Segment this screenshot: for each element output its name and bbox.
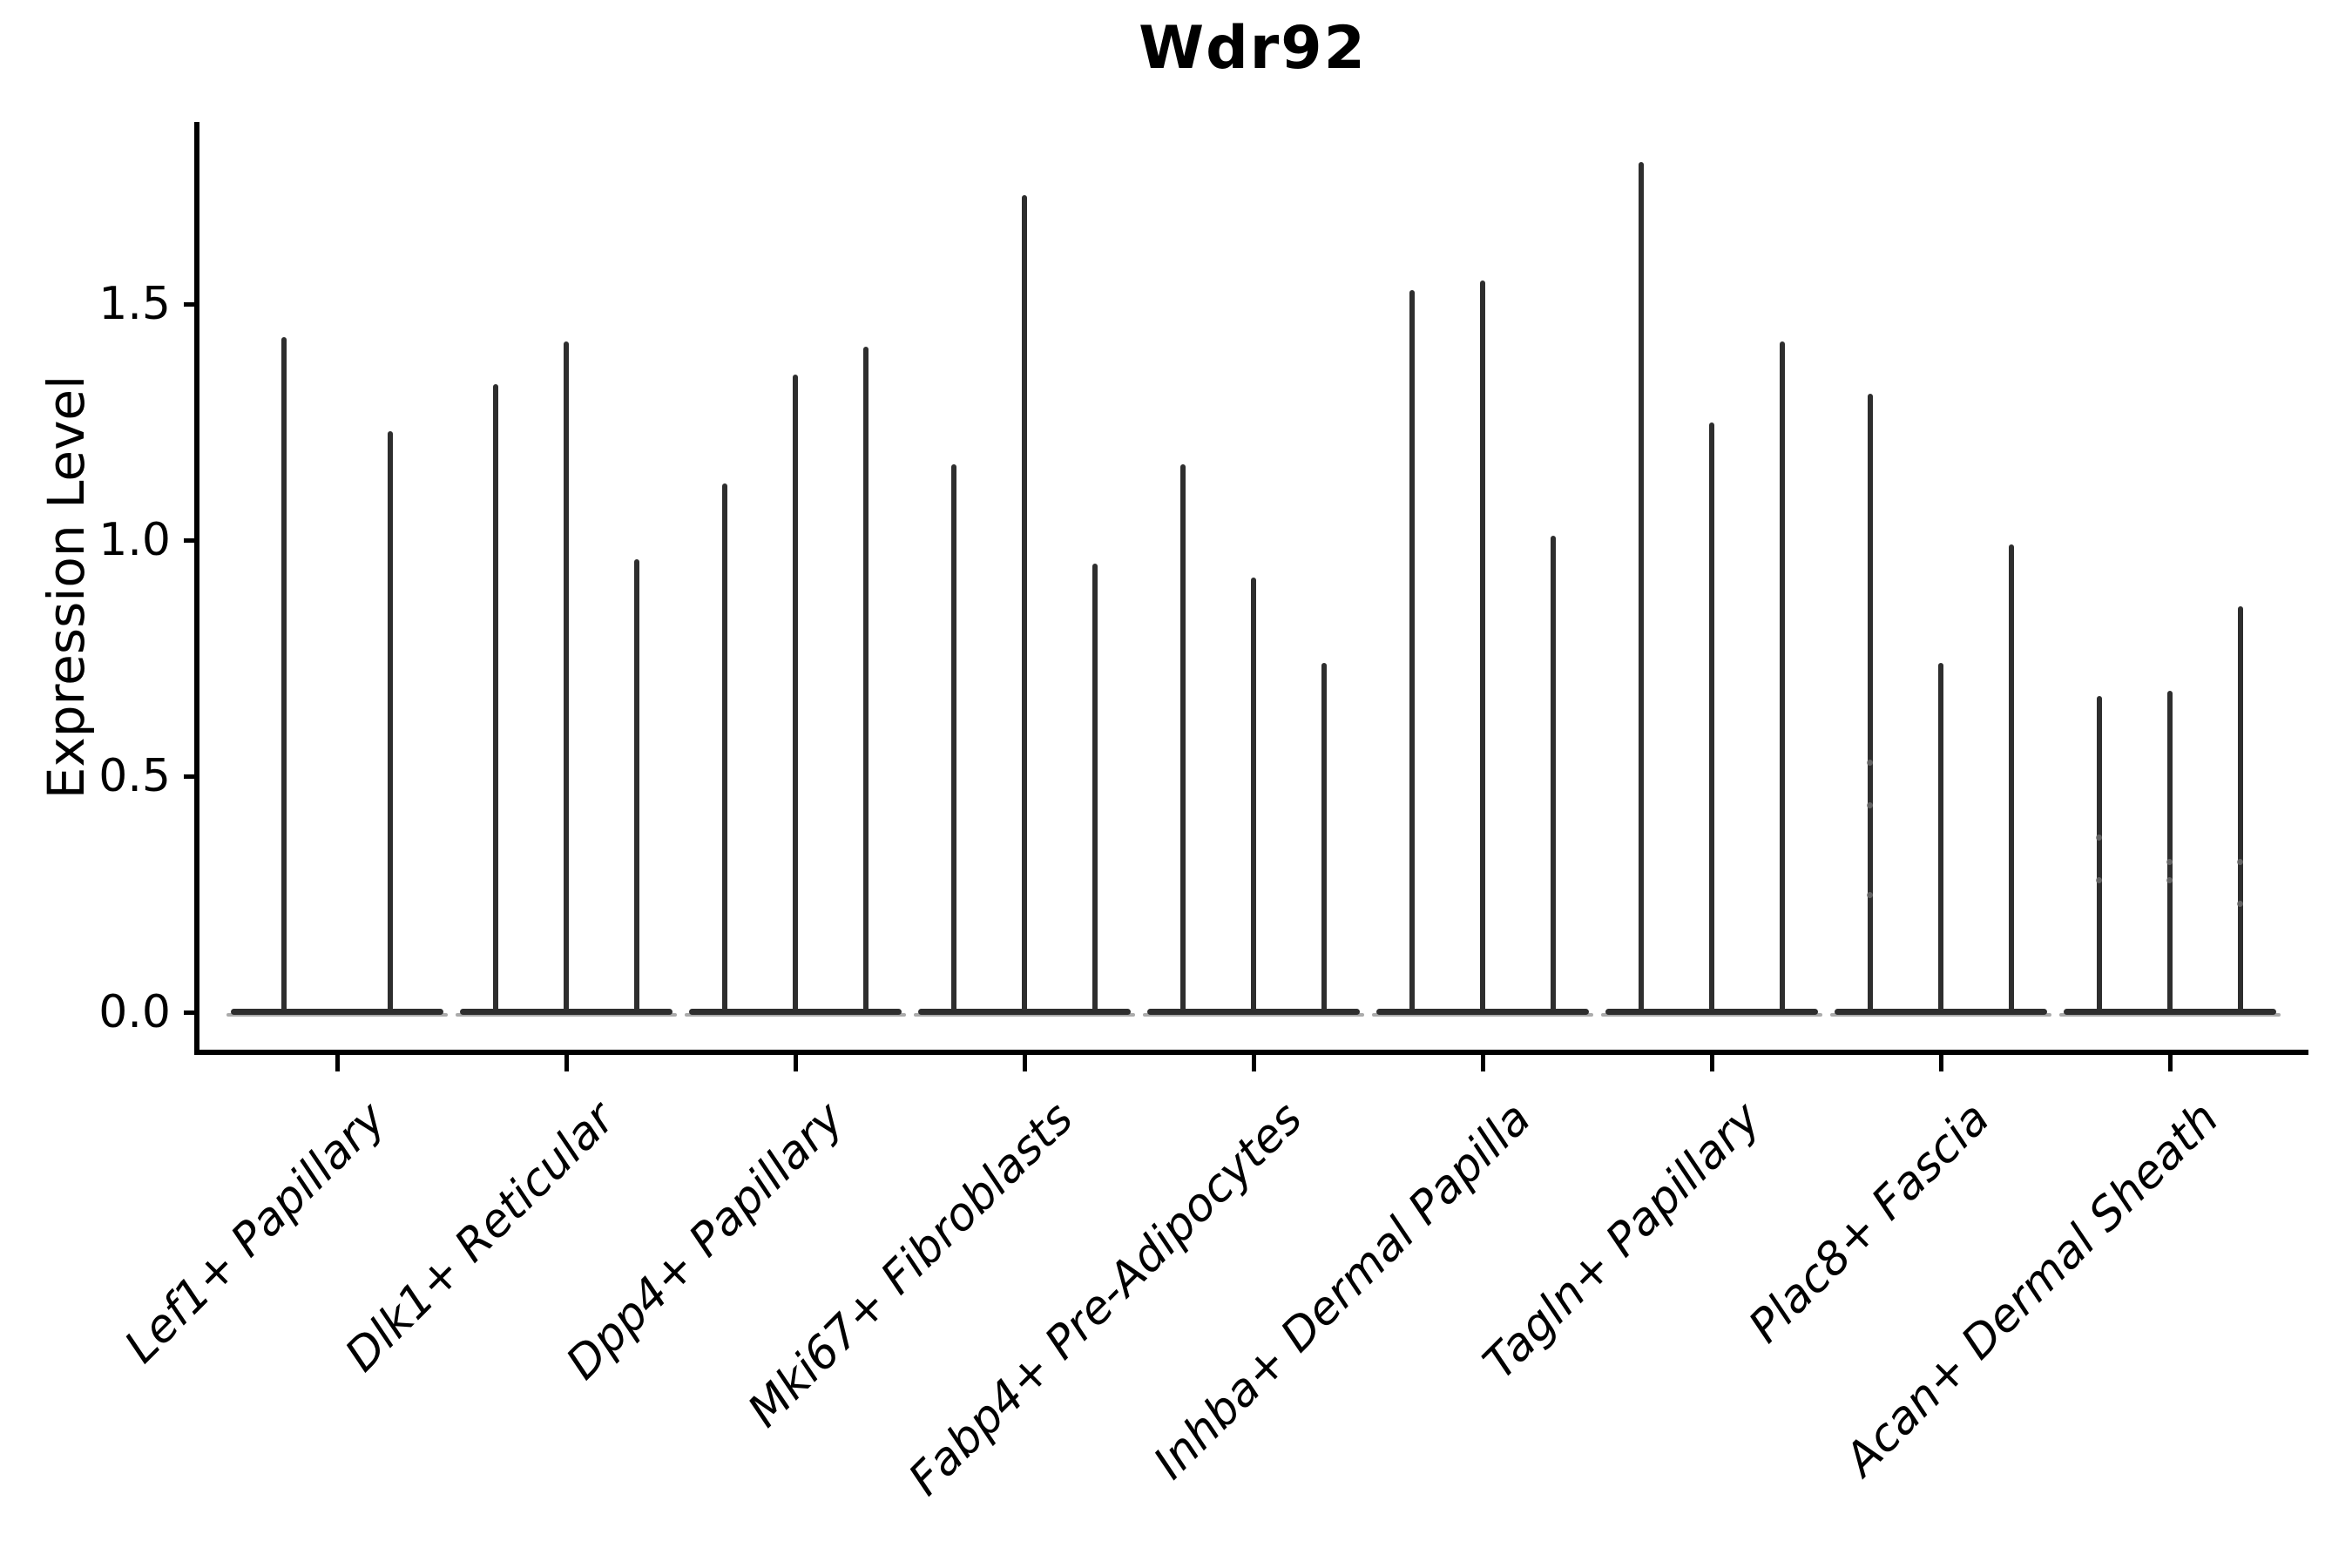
x-tick (1939, 1052, 1943, 1071)
x-tick-label: Acan+ Dermal Sheath (1835, 1092, 2229, 1486)
violin-needle (2097, 696, 2102, 1011)
violin-needle (2167, 691, 2173, 1011)
x-axis-spine (194, 1050, 2308, 1055)
violin-needle (951, 464, 956, 1011)
violin-needle (1938, 663, 1943, 1011)
violin-needle (388, 431, 393, 1011)
violin-needle (1321, 663, 1327, 1011)
x-tick (1481, 1052, 1485, 1071)
x-tick-label: Plac8+ Fascia (1739, 1092, 2000, 1354)
violin-base (689, 1009, 902, 1015)
y-axis-spine (194, 122, 199, 1055)
violin-base-halo (1372, 1013, 1593, 1017)
expression-dot (2166, 859, 2173, 865)
violin-needle (1868, 394, 1873, 1011)
y-tick (184, 538, 198, 543)
violin-base (231, 1009, 443, 1015)
x-tick (1023, 1052, 1027, 1071)
y-tick-label: 0.5 (98, 750, 171, 802)
expression-dot (1867, 760, 1873, 766)
expression-dot (1867, 892, 1873, 898)
violin-base-halo (914, 1013, 1135, 1017)
violin-base-halo (1830, 1013, 2051, 1017)
expression-dot (2237, 901, 2243, 907)
violin-needle (793, 375, 798, 1011)
expression-dot (1867, 802, 1873, 808)
violin-base-halo (1601, 1013, 1822, 1017)
x-tick (564, 1052, 569, 1071)
y-tick-label: 1.0 (98, 514, 171, 566)
expression-dot (2096, 877, 2102, 883)
violin-base (460, 1009, 672, 1015)
y-axis-label: Expression Level (37, 375, 96, 800)
x-tick (794, 1052, 798, 1071)
violin-base (918, 1009, 1131, 1015)
violin-base-halo (2059, 1013, 2281, 1017)
x-tick-label: Fabp4+ Pre-Adipocytes (898, 1092, 1313, 1506)
violin-base-halo (685, 1013, 906, 1017)
y-tick-label: 1.5 (98, 278, 171, 330)
violin-needle (1022, 195, 1027, 1011)
x-tick (1710, 1052, 1714, 1071)
violin-base (1605, 1009, 1818, 1015)
violin-needle (2238, 606, 2243, 1011)
violin-base-halo (226, 1013, 448, 1017)
x-tick (2168, 1052, 2173, 1071)
violin-needle (634, 559, 639, 1011)
y-tick (184, 774, 198, 779)
expression-dot (2166, 877, 2173, 883)
violin-base (2064, 1009, 2276, 1015)
y-tick (184, 1010, 198, 1015)
y-tick (184, 302, 198, 307)
violin-base-halo (456, 1013, 677, 1017)
x-tick (335, 1052, 340, 1071)
violin-needle (2009, 544, 2014, 1011)
violin-needle (1480, 280, 1485, 1011)
violin-needle (863, 347, 868, 1011)
violin-needle (281, 337, 287, 1011)
violin-needle (1551, 536, 1556, 1011)
violin-needle (722, 483, 727, 1011)
violin-needle (493, 384, 498, 1011)
x-tick (1252, 1052, 1256, 1071)
violin-base-halo (1143, 1013, 1364, 1017)
violin-base (1376, 1009, 1589, 1015)
violin-needle (1409, 290, 1415, 1011)
violin-needle (1780, 341, 1785, 1011)
expression-dot (2096, 835, 2102, 841)
x-tick-label: Inhba+ Dermal Papilla (1144, 1092, 1542, 1490)
violin-base (1835, 1009, 2047, 1015)
expression-dot (2237, 859, 2243, 865)
violin-needle (1180, 464, 1186, 1011)
violin-base (1147, 1009, 1360, 1015)
violin-needle (1092, 564, 1098, 1011)
violin-needle (1639, 162, 1644, 1011)
violin-needle (564, 341, 569, 1011)
chart-title: Wdr92 (1139, 14, 1367, 83)
violin-needle (1251, 578, 1256, 1011)
violin-needle (1709, 422, 1714, 1011)
y-tick-label: 0.0 (98, 986, 171, 1038)
